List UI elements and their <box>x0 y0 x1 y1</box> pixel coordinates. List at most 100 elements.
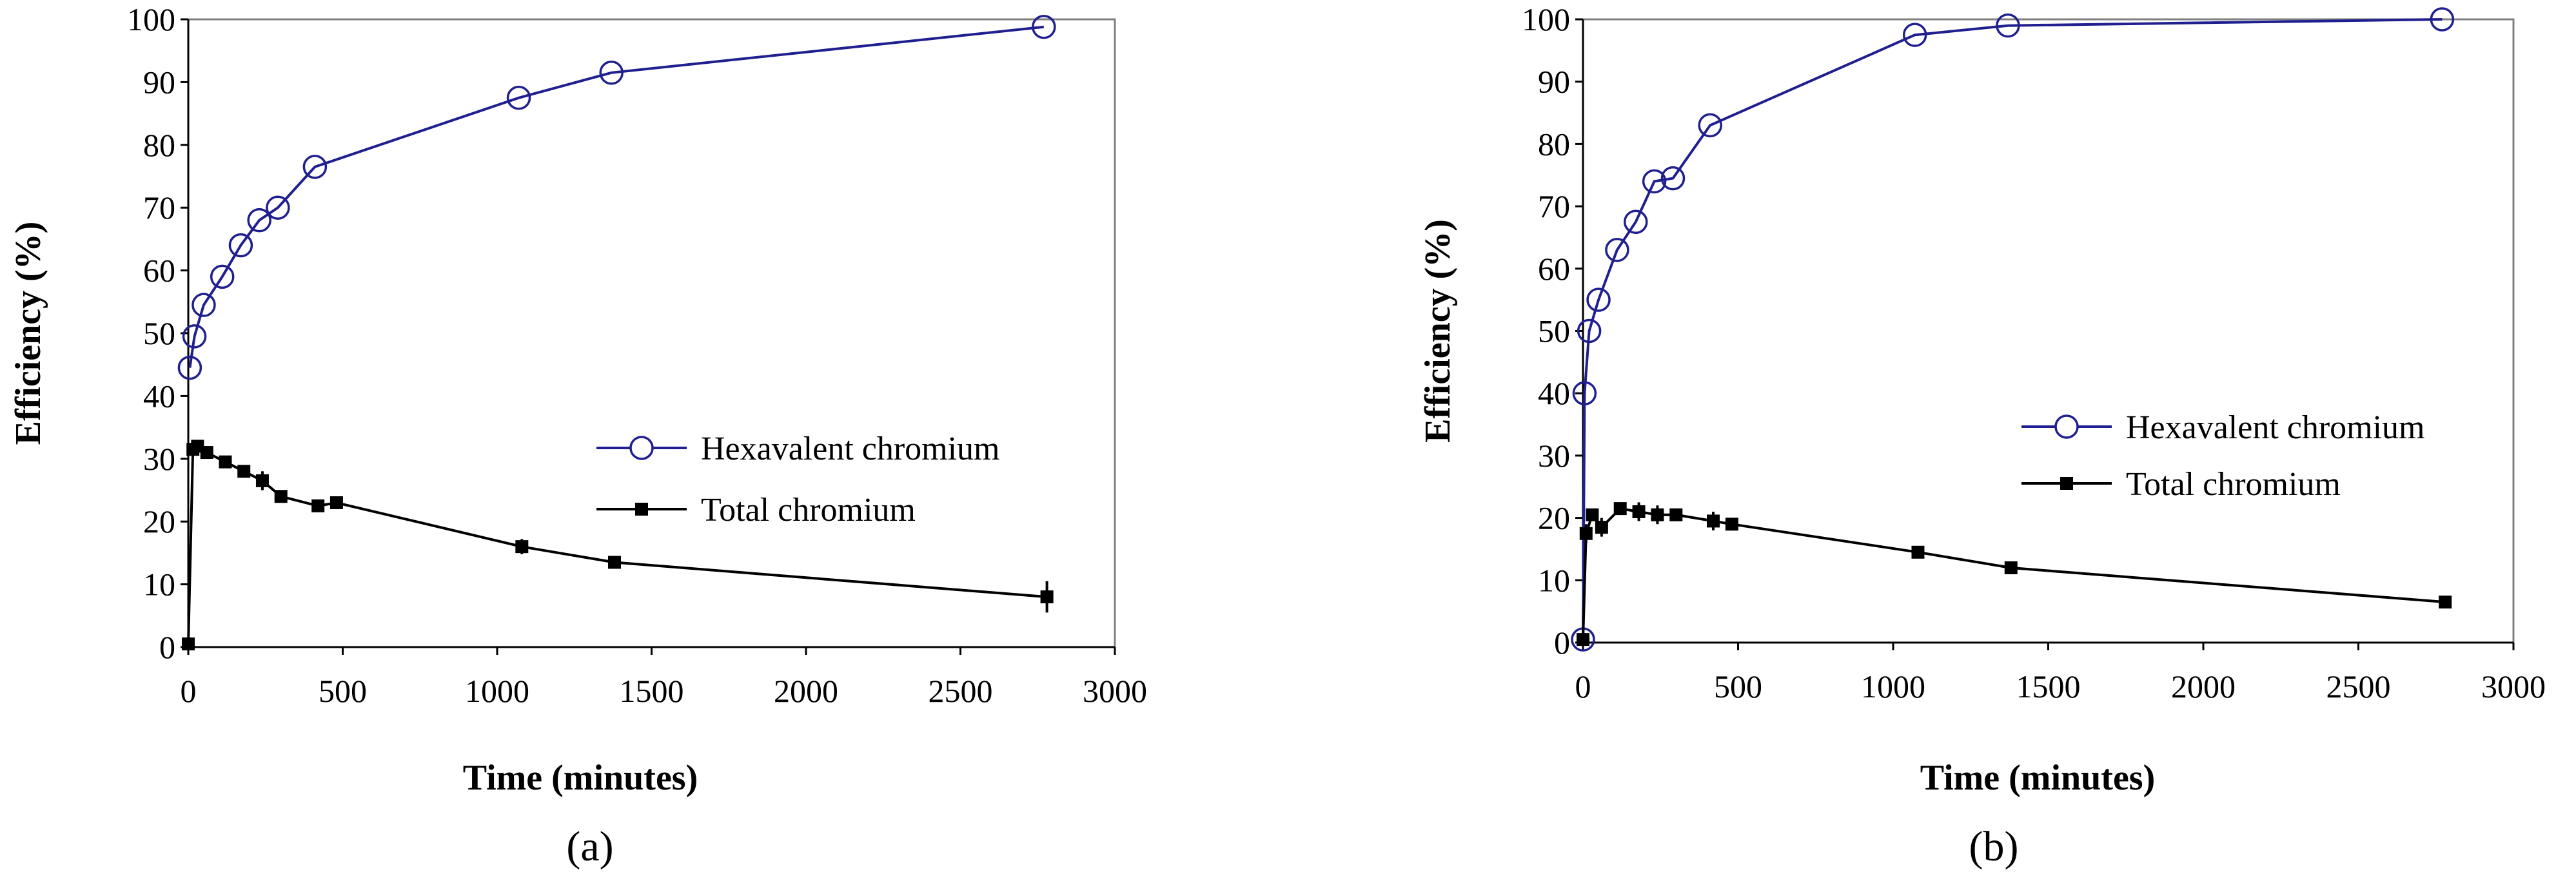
data-point <box>1577 318 1602 344</box>
y-tick-label: 20 <box>143 503 175 539</box>
y-tick-label: 70 <box>143 189 175 226</box>
data-point <box>1651 508 1664 521</box>
legend-marker <box>629 436 654 460</box>
data-point <box>329 496 343 509</box>
data-point <box>1595 521 1608 534</box>
data-point <box>1996 13 2020 38</box>
y-tick-label: 0 <box>159 629 175 665</box>
data-point <box>515 540 529 554</box>
y-tick-label: 80 <box>1538 126 1570 162</box>
series-total-chromium <box>1577 502 2452 646</box>
data-point <box>266 195 290 220</box>
x-tick-label: 1500 <box>620 673 684 709</box>
legend-label: Hexavalent chromium <box>2126 409 2425 446</box>
data-point <box>1624 209 1648 235</box>
series-total-chromium <box>182 440 1054 651</box>
data-point <box>2439 596 2452 609</box>
y-tick-label: 30 <box>1538 438 1570 474</box>
data-point <box>182 324 207 349</box>
data-point <box>219 455 232 469</box>
data-point <box>182 637 195 651</box>
data-point <box>237 465 251 478</box>
data-point <box>247 208 271 233</box>
data-point <box>1579 527 1593 540</box>
legend-label: Total chromium <box>701 492 916 528</box>
y-axis-title: Efficiency (%) <box>8 222 48 445</box>
y-axis-title: Efficiency (%) <box>1418 219 1458 443</box>
data-point <box>2004 561 2018 574</box>
data-point <box>1040 590 1054 604</box>
data-point <box>1586 508 1599 521</box>
panel-label: (b) <box>1969 823 2019 870</box>
y-tick-label: 30 <box>143 441 175 477</box>
x-tick-label: 500 <box>319 673 367 709</box>
x-tick-label: 3000 <box>1083 673 1147 709</box>
legend-marker <box>2054 414 2079 439</box>
y-tick-label: 60 <box>143 253 175 289</box>
data-point <box>274 490 288 503</box>
data-point <box>608 556 622 569</box>
legend-item-hexavalent: Hexavalent chromium <box>596 431 1000 467</box>
data-point <box>302 155 328 179</box>
data-point <box>599 61 624 85</box>
y-tick-label: 50 <box>1538 313 1570 349</box>
data-point <box>1577 633 1589 646</box>
data-point <box>1902 23 1927 47</box>
y-tick-label: 80 <box>143 127 175 163</box>
x-axis-title: Time (minutes) <box>463 758 698 798</box>
data-point <box>1632 505 1646 518</box>
y-tick-label: 40 <box>1538 375 1570 411</box>
data-point <box>177 355 202 380</box>
legend-item-total: Total chromium <box>596 492 916 528</box>
series-hexavalent-chromium <box>177 14 1056 380</box>
x-tick-label: 2500 <box>2326 668 2391 704</box>
plot-area <box>1582 18 2515 644</box>
x-tick-label: 500 <box>1714 668 1762 704</box>
legend-label: Total chromium <box>2126 466 2341 503</box>
plot-area <box>187 18 1116 648</box>
x-tick-label: 1000 <box>1861 668 1925 704</box>
x-tick-label: 1500 <box>2016 668 2081 704</box>
x-tick-label: 2500 <box>929 673 993 709</box>
data-point <box>200 446 213 460</box>
data-point <box>2430 7 2455 32</box>
data-point <box>210 264 235 289</box>
y-tick-label: 70 <box>1538 188 1570 224</box>
panel-label: (a) <box>566 823 613 870</box>
data-point <box>1669 508 1683 521</box>
data-point <box>1613 502 1627 516</box>
series-hexavalent-chromium <box>1571 7 2455 652</box>
y-tick-label: 100 <box>1522 1 1570 37</box>
x-tick-label: 3000 <box>2481 668 2546 704</box>
x-tick-label: 2000 <box>2171 668 2236 704</box>
data-point <box>1605 238 1629 262</box>
data-point <box>1911 545 1925 559</box>
legend-label: Hexavalent chromium <box>701 431 1000 467</box>
data-point <box>506 86 531 110</box>
data-point <box>1642 169 1667 194</box>
x-tick-label: 0 <box>1575 668 1591 704</box>
x-axis-title: Time (minutes) <box>1920 758 2156 798</box>
y-tick-label: 100 <box>127 1 175 37</box>
data-point <box>192 293 216 317</box>
data-point <box>1572 381 1597 405</box>
y-tick-label: 40 <box>143 378 175 414</box>
y-tick-label: 10 <box>1538 562 1570 598</box>
data-point <box>1586 287 1611 312</box>
data-point <box>228 233 253 258</box>
data-point <box>1032 14 1056 39</box>
y-tick-label: 10 <box>143 567 175 603</box>
y-tick-label: 60 <box>1538 251 1570 287</box>
x-tick-label: 2000 <box>774 673 838 709</box>
data-point <box>1725 518 1738 531</box>
y-tick-label: 50 <box>143 315 175 351</box>
y-tick-label: 90 <box>143 64 175 100</box>
legend-item-total: Total chromium <box>2021 466 2341 503</box>
x-tick-label: 1000 <box>465 673 529 709</box>
legend-marker <box>635 503 648 516</box>
data-point <box>311 499 325 512</box>
data-point <box>1660 166 1686 191</box>
